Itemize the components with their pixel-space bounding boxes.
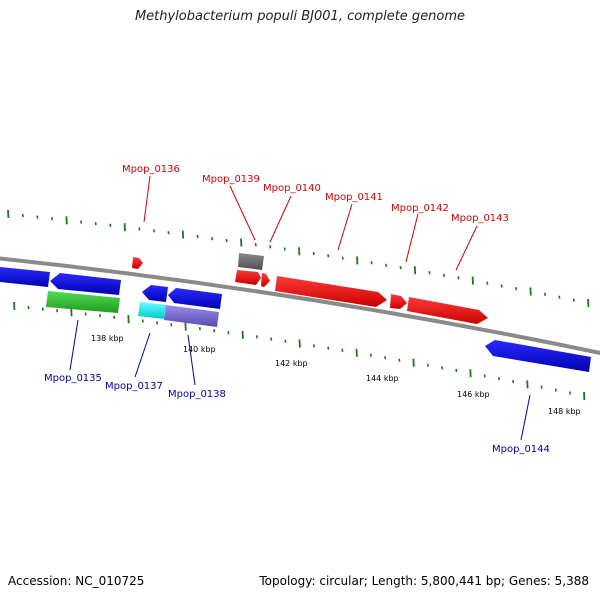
gene-mpop-0141[interactable] (275, 276, 387, 307)
gene-mpop-0142[interactable] (390, 294, 407, 309)
label-mpop-0139[interactable]: Mpop_0139 (202, 174, 260, 185)
label-mpop-0142[interactable]: Mpop_0142 (391, 203, 449, 214)
scale-label-142: 142 kbp (275, 359, 308, 368)
gene-mpop-0138[interactable] (164, 305, 219, 327)
gene-mpop-0140a[interactable] (235, 270, 261, 285)
gene-reverse-1[interactable] (50, 273, 121, 295)
label-mpop-0144[interactable]: Mpop_0144 (492, 444, 550, 455)
gene-mpop-0144[interactable] (485, 340, 591, 372)
forward-strand-ticks (7, 209, 590, 308)
label-mpop-0140[interactable]: Mpop_0140 (263, 183, 321, 194)
gene-mpop-0137[interactable] (138, 302, 166, 319)
map-title: Methylobacterium populi BJ001, complete … (134, 9, 466, 24)
label-mpop-0136[interactable]: Mpop_0136 (122, 164, 180, 175)
leader-mpop-0139 (229, 185, 256, 241)
label-mpop-0135[interactable]: Mpop_0135 (44, 373, 102, 384)
leader-mpop-0137 (134, 332, 151, 378)
scale-label-140: 140 kbp (183, 345, 216, 354)
genome-backbone (0, 256, 600, 356)
reverse-strand-ticks (13, 301, 586, 401)
leader-mpop-0144 (520, 394, 531, 441)
label-mpop-0137[interactable]: Mpop_0137 (105, 381, 163, 392)
gene-reverse-3[interactable] (168, 288, 222, 309)
accession-text: Accession: NC_010725 (8, 574, 145, 588)
label-mpop-0138[interactable]: Mpop_0138 (168, 389, 226, 400)
leader-mpop-0143 (455, 225, 478, 271)
gene-reverse-2[interactable] (142, 285, 168, 302)
leader-mpop-0138 (187, 334, 196, 386)
leader-mpop-0135 (69, 319, 79, 371)
leader-mpop-0141 (337, 203, 353, 251)
gene-mpop-0139[interactable] (238, 253, 264, 270)
scale-label-144: 144 kbp (366, 374, 399, 383)
gene-left-edge[interactable] (0, 267, 50, 287)
leader-mpop-0136 (143, 175, 151, 223)
label-mpop-0143[interactable]: Mpop_0143 (451, 213, 509, 224)
label-mpop-0141[interactable]: Mpop_0141 (325, 192, 383, 203)
scale-label-146: 146 kbp (457, 390, 490, 399)
leader-mpop-0140 (269, 195, 292, 243)
gene-mpop-0143[interactable] (407, 297, 488, 324)
gene-mpop-0136[interactable] (132, 257, 143, 269)
gene-mpop-0135[interactable] (46, 291, 120, 313)
leader-mpop-0142 (405, 213, 419, 263)
scale-label-138: 138 kbp (91, 334, 124, 343)
topology-text: Topology: circular; Length: 5,800,441 bp… (259, 574, 589, 588)
gene-mpop-0140b[interactable] (261, 273, 270, 287)
scale-label-148: 148 kbp (548, 407, 581, 416)
